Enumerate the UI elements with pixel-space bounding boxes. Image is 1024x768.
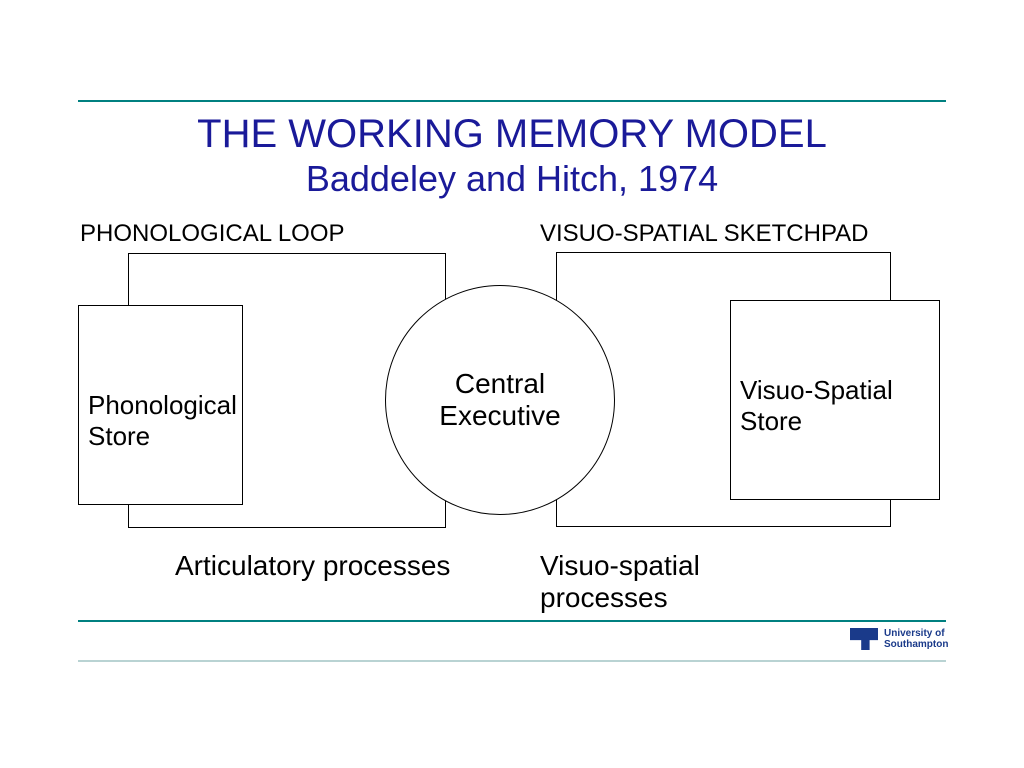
circle-central-executive: Central Executive	[385, 285, 615, 515]
logo-text-line2: Southampton	[884, 639, 948, 650]
bottom-rule-2	[78, 660, 946, 662]
section-label-phonological-loop: PHONOLOGICAL LOOP	[80, 220, 345, 248]
university-logo-text: University of Southampton	[884, 628, 948, 650]
slide-title: THE WORKING MEMORY MODEL	[0, 112, 1024, 157]
slide-subtitle: Baddeley and Hitch, 1974	[0, 158, 1024, 200]
bottom-rule-1	[78, 620, 946, 622]
university-logo-icon	[850, 628, 878, 650]
label-central-executive-line1: Central	[439, 368, 560, 400]
label-central-executive: Central Executive	[439, 368, 560, 432]
label-visuo-spatial-processes-line1: Visuo-spatial	[540, 550, 700, 582]
slide-root: THE WORKING MEMORY MODEL Baddeley and Hi…	[0, 0, 1024, 768]
logo-text-line1: University of	[884, 628, 948, 639]
label-visuo-spatial-store: Visuo-Spatial Store	[740, 375, 940, 437]
label-articulatory-processes: Articulatory processes	[175, 550, 450, 582]
label-visuo-spatial-processes: Visuo-spatial processes	[540, 550, 700, 614]
university-logo: University of Southampton	[850, 628, 948, 650]
label-visuo-spatial-processes-line2: processes	[540, 582, 700, 614]
label-phonological-store: Phonological Store	[88, 390, 243, 452]
top-rule	[78, 100, 946, 102]
label-central-executive-line2: Executive	[439, 400, 560, 432]
section-label-visuo-spatial-sketchpad: VISUO-SPATIAL SKETCHPAD	[540, 220, 869, 248]
